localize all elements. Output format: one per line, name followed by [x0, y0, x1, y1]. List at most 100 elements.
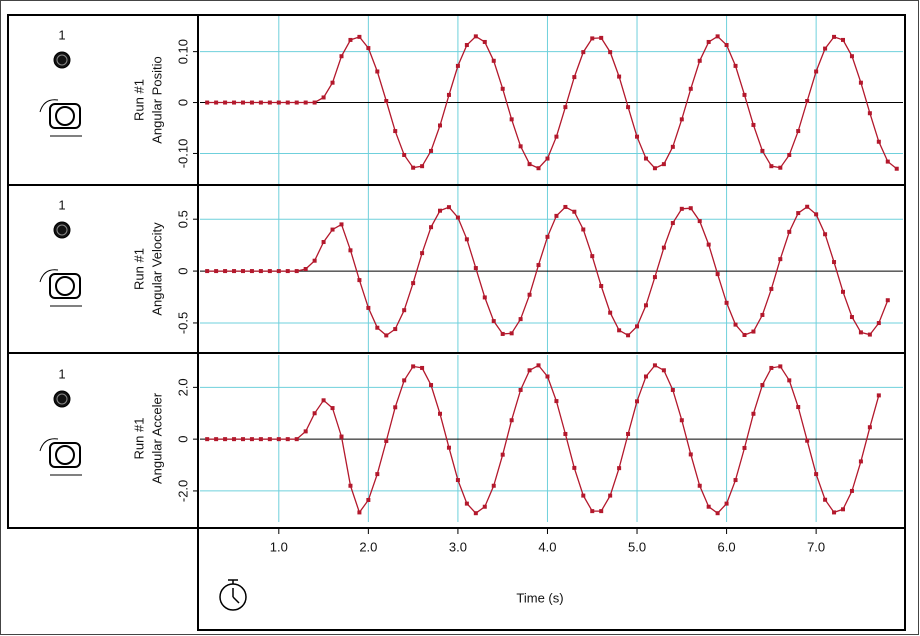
data-point: [384, 333, 389, 338]
data-point: [249, 100, 254, 105]
record-ring: [56, 54, 68, 66]
data-point: [697, 219, 702, 224]
data-point: [679, 418, 684, 423]
data-point: [572, 75, 577, 80]
data-point: [384, 438, 389, 443]
data-point: [285, 100, 290, 105]
data-point: [527, 292, 532, 297]
data-point: [724, 43, 729, 48]
data-point: [357, 278, 362, 283]
data-point: [661, 368, 666, 373]
data-point: [420, 164, 425, 169]
data-point: [787, 378, 792, 383]
data-point: [626, 105, 631, 110]
data-point: [402, 152, 407, 157]
data-point: [276, 100, 281, 105]
data-point: [491, 58, 496, 63]
data-point: [339, 54, 344, 59]
data-point: [438, 123, 443, 128]
data-point: [643, 156, 648, 161]
data-point: [643, 303, 648, 308]
data-point: [849, 488, 854, 493]
data-point: [688, 452, 693, 457]
data-point: [688, 86, 693, 91]
data-point: [617, 74, 622, 79]
x-tick-label: 4.0: [538, 539, 556, 554]
x-tick-label: 5.0: [628, 539, 646, 554]
data-point: [590, 509, 595, 514]
y-tick-label: -2.0: [175, 480, 190, 502]
data-point: [885, 159, 890, 164]
stopwatch-icon[interactable]: [219, 579, 247, 611]
data-point: [697, 483, 702, 488]
data-point: [867, 111, 872, 116]
rotary-wheel: [55, 445, 75, 465]
data-point: [724, 300, 729, 305]
data-point: [214, 437, 219, 442]
data-point: [249, 269, 254, 274]
data-point: [814, 69, 819, 74]
data-point: [375, 325, 380, 330]
data-point: [670, 144, 675, 149]
data-point: [608, 310, 613, 315]
data-point: [223, 437, 228, 442]
data-point: [348, 37, 353, 42]
sensor-icon[interactable]: [39, 390, 82, 476]
data-point: [240, 100, 245, 105]
data-point: [769, 286, 774, 291]
x-tick-label: 6.0: [718, 539, 736, 554]
sensor-icon[interactable]: [39, 51, 82, 137]
rotary-wheel: [55, 106, 75, 126]
data-point: [438, 208, 443, 213]
data-point: [536, 363, 541, 368]
data-point: [679, 117, 684, 122]
data-point: [778, 364, 783, 369]
y-tick-label: 0: [175, 267, 190, 274]
data-point: [706, 39, 711, 44]
data-point: [626, 431, 631, 436]
data-point: [482, 295, 487, 300]
data-point: [267, 100, 272, 105]
data-point: [482, 504, 487, 509]
data-point: [240, 437, 245, 442]
data-point: [760, 383, 765, 388]
data-point: [258, 437, 263, 442]
data-point: [858, 330, 863, 335]
data-point: [733, 63, 738, 68]
data-point: [876, 393, 881, 398]
data-point: [473, 34, 478, 39]
channel-label: 1: [58, 366, 65, 381]
data-point: [885, 298, 890, 303]
data-point: [742, 92, 747, 97]
data-point: [276, 269, 281, 274]
data-point: [805, 99, 810, 104]
sensor-icon[interactable]: [39, 221, 82, 307]
data-point: [285, 437, 290, 442]
data-point: [840, 289, 845, 294]
data-point: [393, 129, 398, 134]
data-point: [500, 452, 505, 457]
data-point: [679, 206, 684, 211]
data-point: [652, 363, 657, 368]
data-point: [357, 34, 362, 39]
y-axis-label: Angular Acceler: [149, 392, 164, 484]
data-point: [643, 374, 648, 379]
rotate-arrow: [39, 99, 59, 113]
data-point: [715, 511, 720, 516]
data-point: [375, 69, 380, 74]
data-point: [249, 437, 254, 442]
data-point: [518, 317, 523, 322]
data-point: [805, 204, 810, 209]
data-point: [429, 148, 434, 153]
data-point: [429, 225, 434, 230]
data-point: [635, 399, 640, 404]
data-point: [393, 405, 398, 410]
run-label: Run #1: [131, 79, 146, 121]
y-tick-label: -0.10: [175, 139, 190, 169]
data-point: [742, 445, 747, 450]
data-point: [205, 437, 210, 442]
data-point: [796, 405, 801, 410]
data-point: [590, 36, 595, 41]
data-point: [733, 478, 738, 483]
record-ring: [56, 224, 68, 236]
